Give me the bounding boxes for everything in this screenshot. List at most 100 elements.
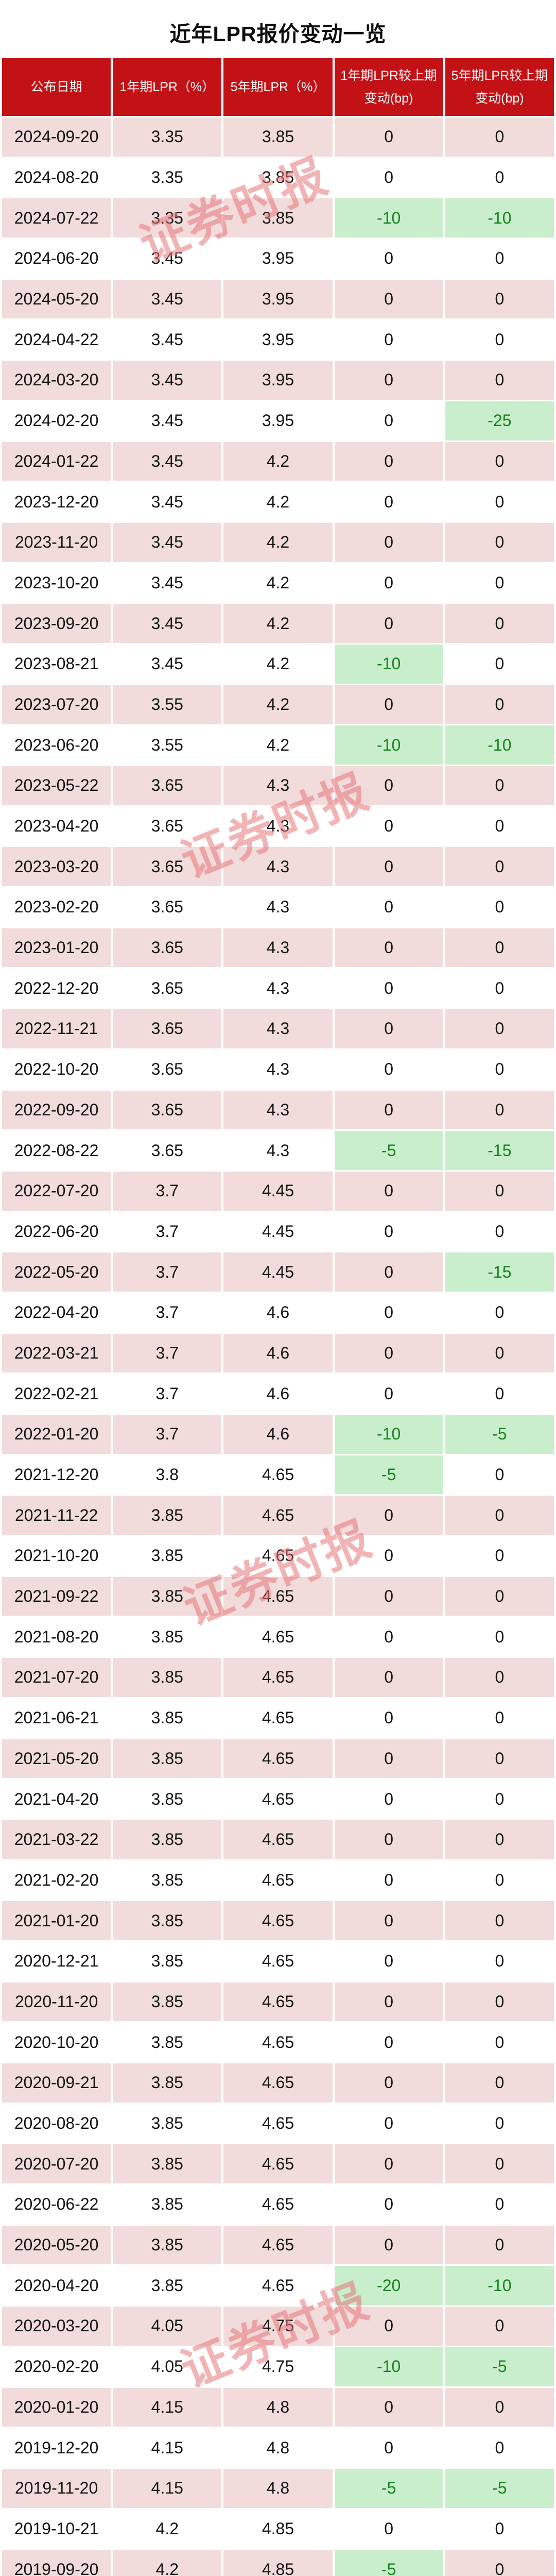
- cell-chg-1y: 0: [334, 522, 443, 562]
- table-row: 2020-08-20 3.85 4.65 0 0: [2, 2104, 554, 2143]
- cell-lpr-5y: 3.95: [223, 239, 333, 278]
- cell-chg-1y: 0: [334, 1577, 443, 1616]
- cell-chg-5y: 0: [445, 442, 554, 481]
- cell-lpr-1y: 4.05: [113, 2347, 222, 2386]
- cell-publish-date: 2020-09-21: [2, 2063, 111, 2103]
- cell-publish-date: 2023-10-20: [2, 563, 111, 603]
- cell-publish-date: 2023-11-20: [2, 522, 111, 562]
- cell-chg-5y: -10: [445, 725, 554, 765]
- cell-lpr-1y: 3.45: [113, 644, 222, 684]
- cell-chg-1y: 0: [334, 1698, 443, 1738]
- header-chg-5y-line1: 5年期LPR较上期: [451, 69, 548, 83]
- cell-publish-date: 2024-02-20: [2, 401, 111, 440]
- cell-chg-1y: 0: [334, 2387, 443, 2427]
- cell-chg-1y: 0: [334, 1374, 443, 1413]
- table-row: 2024-05-20 3.45 3.95 0 0: [2, 279, 554, 319]
- table-row: 2021-07-20 3.85 4.65 0 0: [2, 1658, 554, 1697]
- cell-lpr-1y: 3.45: [113, 239, 222, 278]
- cell-chg-1y: 0: [334, 2063, 443, 2103]
- table-row: 2021-08-20 3.85 4.65 0 0: [2, 1617, 554, 1657]
- table-row: 2021-03-22 3.85 4.65 0 0: [2, 1820, 554, 1859]
- cell-publish-date: 2020-11-20: [2, 1982, 111, 2022]
- table-row: 2021-04-20 3.85 4.65 0 0: [2, 1780, 554, 1819]
- cell-lpr-5y: 4.65: [223, 1982, 333, 2022]
- table-row: 2023-07-20 3.55 4.2 0 0: [2, 685, 554, 724]
- table-row: 2024-04-22 3.45 3.95 0 0: [2, 320, 554, 360]
- cell-publish-date: 2023-05-22: [2, 766, 111, 805]
- cell-chg-5y: 0: [445, 320, 554, 360]
- cell-lpr-5y: 4.65: [223, 2266, 333, 2306]
- cell-lpr-1y: 3.45: [113, 361, 222, 400]
- cell-lpr-5y: 4.65: [223, 1536, 333, 1575]
- cell-lpr-1y: 3.7: [113, 1252, 222, 1292]
- cell-publish-date: 2020-08-20: [2, 2104, 111, 2143]
- cell-chg-1y: 0: [334, 1009, 443, 1048]
- cell-lpr-5y: 4.2: [223, 482, 333, 521]
- table-row: 2021-02-20 3.85 4.65 0 0: [2, 1860, 554, 1900]
- cell-lpr-5y: 4.3: [223, 888, 333, 927]
- cell-chg-1y: 0: [334, 1860, 443, 1900]
- table-row: 2022-07-20 3.7 4.45 0 0: [2, 1171, 554, 1211]
- table-row: 2023-10-20 3.45 4.2 0 0: [2, 563, 554, 603]
- cell-chg-5y: 0: [445, 1617, 554, 1657]
- table-row: 2020-05-20 3.85 4.65 0 0: [2, 2225, 554, 2265]
- table-row: 2021-05-20 3.85 4.65 0 0: [2, 1739, 554, 1778]
- cell-lpr-1y: 3.45: [113, 401, 222, 440]
- cell-publish-date: 2020-03-20: [2, 2307, 111, 2346]
- cell-lpr-1y: 3.45: [113, 604, 222, 643]
- table-row: 2021-06-21 3.85 4.65 0 0: [2, 1698, 554, 1738]
- cell-lpr-1y: 3.55: [113, 685, 222, 724]
- table-header: 公布日期 1年期LPR（%） 5年期LPR（%） 1年期LPR较上期 变动(bp…: [2, 58, 554, 116]
- cell-lpr-5y: 4.2: [223, 725, 333, 765]
- cell-lpr-5y: 4.65: [223, 1496, 333, 1535]
- cell-lpr-5y: 4.65: [223, 2144, 333, 2184]
- cell-publish-date: 2021-08-20: [2, 1617, 111, 1657]
- cell-lpr-1y: 3.7: [113, 1293, 222, 1332]
- cell-chg-1y: 0: [334, 1901, 443, 1940]
- cell-publish-date: 2022-09-20: [2, 1090, 111, 1130]
- cell-publish-date: 2020-12-21: [2, 1941, 111, 1981]
- cell-lpr-5y: 4.45: [223, 1212, 333, 1251]
- cell-chg-5y: -5: [445, 1415, 554, 1454]
- header-lpr-1y: 1年期LPR（%）: [113, 58, 222, 116]
- cell-chg-5y: -10: [445, 2266, 554, 2306]
- cell-lpr-5y: 4.65: [223, 1698, 333, 1738]
- cell-lpr-1y: 4.2: [113, 2550, 222, 2576]
- cell-chg-1y: 0: [334, 2509, 443, 2549]
- cell-lpr-1y: 3.7: [113, 1212, 222, 1251]
- cell-chg-1y: 0: [334, 1536, 443, 1575]
- cell-publish-date: 2021-07-20: [2, 1658, 111, 1697]
- cell-publish-date: 2020-06-22: [2, 2185, 111, 2224]
- cell-chg-1y: -5: [334, 2468, 443, 2508]
- cell-chg-1y: 0: [334, 361, 443, 400]
- header-publish-date: 公布日期: [2, 58, 111, 116]
- cell-publish-date: 2019-12-20: [2, 2428, 111, 2467]
- cell-chg-1y: 0: [334, 2023, 443, 2062]
- cell-chg-1y: 0: [334, 1617, 443, 1657]
- table-row: 2023-08-21 3.45 4.2 -10 0: [2, 644, 554, 684]
- cell-publish-date: 2019-10-21: [2, 2509, 111, 2549]
- cell-chg-5y: 0: [445, 2550, 554, 2576]
- cell-chg-1y: 0: [334, 320, 443, 360]
- cell-chg-5y: 0: [445, 847, 554, 887]
- cell-chg-5y: 0: [445, 1901, 554, 1940]
- cell-publish-date: 2023-04-20: [2, 806, 111, 846]
- cell-chg-5y: 0: [445, 604, 554, 643]
- cell-chg-1y: -5: [334, 1455, 443, 1495]
- cell-publish-date: 2022-03-21: [2, 1333, 111, 1373]
- cell-lpr-5y: 4.65: [223, 1941, 333, 1981]
- cell-publish-date: 2021-10-20: [2, 1536, 111, 1575]
- table-row: 2022-04-20 3.7 4.6 0 0: [2, 1293, 554, 1332]
- cell-chg-5y: 0: [445, 1577, 554, 1616]
- header-chg-5y: 5年期LPR较上期 变动(bp): [445, 58, 554, 116]
- cell-publish-date: 2021-09-22: [2, 1577, 111, 1616]
- table-row: 2021-01-20 3.85 4.65 0 0: [2, 1901, 554, 1940]
- cell-lpr-1y: 3.85: [113, 1536, 222, 1575]
- cell-lpr-1y: 3.65: [113, 766, 222, 805]
- cell-chg-5y: -5: [445, 2468, 554, 2508]
- cell-chg-5y: 0: [445, 279, 554, 319]
- cell-lpr-5y: 4.65: [223, 2104, 333, 2143]
- cell-lpr-5y: 4.3: [223, 766, 333, 805]
- table-row: 2024-07-22 3.35 3.85 -10 -10: [2, 198, 554, 238]
- header-row: 公布日期 1年期LPR（%） 5年期LPR（%） 1年期LPR较上期 变动(bp…: [2, 58, 554, 116]
